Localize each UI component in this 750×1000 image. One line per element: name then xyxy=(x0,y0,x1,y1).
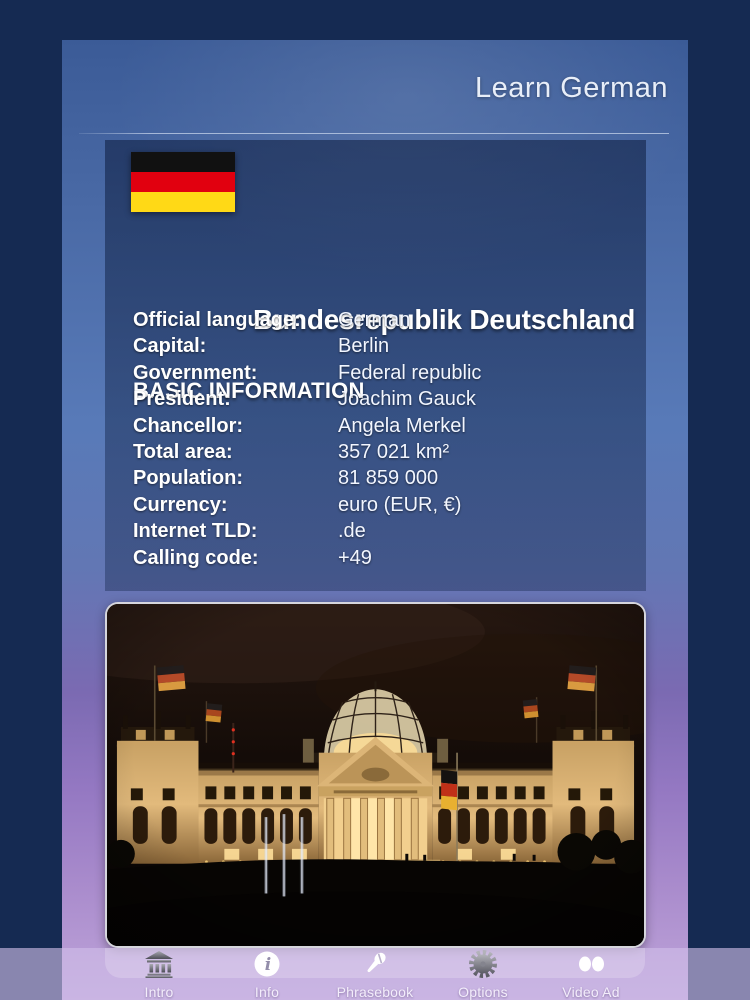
fact-row: Total area: 357 021 km² xyxy=(133,439,633,465)
tab-info[interactable]: i Info xyxy=(213,946,321,1000)
tab-video-ad[interactable]: Video Ad xyxy=(537,946,645,1000)
fact-row: President: Joachim Gauck xyxy=(133,386,633,412)
fact-value: Joachim Gauck xyxy=(338,388,476,411)
video-dots-icon xyxy=(574,949,608,979)
tab-label: Info xyxy=(254,984,280,1000)
fact-value: 357 021 km² xyxy=(338,440,450,463)
fact-row: Population: 81 859 000 xyxy=(133,465,633,491)
fact-value: 81 859 000 xyxy=(338,467,439,490)
info-circle-icon: i xyxy=(253,949,281,979)
microphone-icon xyxy=(360,949,390,979)
fact-value: Berlin xyxy=(338,335,390,358)
page-title: Learn German xyxy=(475,72,668,104)
fact-label: Government: xyxy=(133,361,258,384)
fact-row: Chancellor: Angela Merkel xyxy=(133,413,633,439)
fact-label: Capital: xyxy=(133,335,207,358)
bank-building-icon xyxy=(143,949,175,979)
fact-label: Total area: xyxy=(133,440,233,463)
tabbar-background xyxy=(0,948,750,1000)
reichstag-illustration xyxy=(107,604,644,946)
fact-value: +49 xyxy=(338,546,372,569)
header-divider xyxy=(79,133,669,134)
fact-label: Currency: xyxy=(133,493,228,516)
fact-value: euro (EUR, €) xyxy=(338,493,462,516)
fact-value: .de xyxy=(338,520,366,543)
tabbar: Intro i Info Phraseb xyxy=(105,946,645,1000)
fact-value: Federal republic xyxy=(338,361,482,384)
flag-gold-stripe xyxy=(131,192,235,212)
fact-label: Chancellor: xyxy=(133,414,244,437)
fact-label: Population: xyxy=(133,467,243,490)
fact-row: Official language: German xyxy=(133,307,633,333)
tab-label: Phrasebook xyxy=(336,984,414,1000)
tab-label: Intro xyxy=(144,984,174,1000)
fact-row: Calling code: +49 xyxy=(133,545,633,571)
tab-label: Video Ad xyxy=(562,984,620,1000)
gear-icon xyxy=(467,949,499,979)
tab-intro[interactable]: Intro xyxy=(105,946,213,1000)
facts-list: Official language: German Capital: Berlin … xyxy=(133,307,633,571)
fact-row: Internet TLD: .de xyxy=(133,518,633,544)
fact-value: Angela Merkel xyxy=(338,414,466,437)
fact-row: Currency: euro (EUR, €) xyxy=(133,492,633,518)
reichstag-building-night-photo xyxy=(105,602,646,948)
fact-label: Calling code: xyxy=(133,546,259,569)
fact-label: President: xyxy=(133,388,231,411)
german-flag-icon xyxy=(131,152,235,212)
country-name: Bundesrepublik Deutschland xyxy=(253,304,636,335)
flag-red-stripe xyxy=(131,172,235,192)
tab-options[interactable]: Options xyxy=(429,946,537,1000)
fact-row: Capital: Berlin xyxy=(133,333,633,359)
tab-label: Options xyxy=(458,984,508,1000)
country-info-panel: Bundesrepublik Deutschland BASIC INFORMA… xyxy=(105,140,646,591)
flag-black-stripe xyxy=(131,152,235,172)
fact-label: Official language: xyxy=(133,309,301,331)
fact-label: Internet TLD: xyxy=(133,520,258,543)
svg-text:i: i xyxy=(265,955,271,975)
fact-row: Government: Federal republic xyxy=(133,360,633,386)
fact-value: German xyxy=(338,309,411,331)
section-title: BASIC INFORMATION xyxy=(133,378,365,403)
tab-phrasebook[interactable]: Phrasebook xyxy=(321,946,429,1000)
